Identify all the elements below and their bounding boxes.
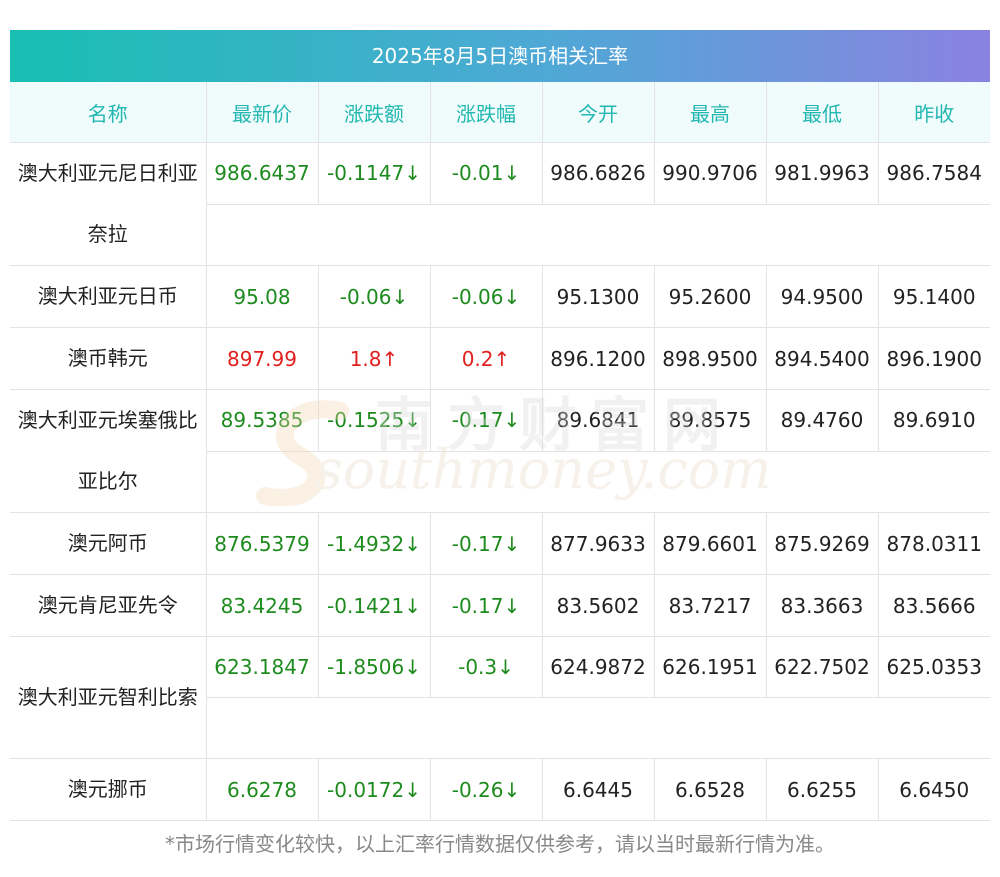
change-cell: -1.8506↓ [317,636,430,698]
latest-cell: 897.99 [205,327,318,390]
table-header-row: 名称 最新价 涨跌额 涨跌幅 今开 最高 最低 昨收 [10,82,990,143]
row-continuation-spacer [205,451,990,513]
page-title: 2025年8月5日澳币相关汇率 [10,30,990,82]
table-row: 澳币韩元 897.99 1.8↑ 0.2↑ 896.1200 898.9500 894.54… [10,327,990,390]
prev-close-cell: 83.5666 [877,574,990,637]
currency-pair-name: 澳大利亚元埃塞俄比亚比尔 [10,389,206,513]
change-pct-cell: 0.2↑ [429,327,542,390]
high-cell: 89.8575 [653,389,766,452]
prev-close-cell: 95.1400 [877,265,990,328]
header-open: 今开 [541,82,654,143]
change-cell: -0.1525↓ [317,389,430,452]
footnote: *市场行情变化较快，以上汇率行情数据仅供参考，请以当时最新行情为准。 [165,832,835,856]
row-continuation-spacer [205,204,990,266]
table-body: 澳大利亚元尼日利亚奈拉 986.6437 -0.1147↓ -0.01↓ 986.682… [10,142,990,821]
high-cell: 898.9500 [653,327,766,390]
high-cell: 6.6528 [653,758,766,821]
low-cell: 894.5400 [765,327,878,390]
currency-pair-name: 澳币韩元 [10,327,206,390]
latest-cell: 623.1847 [205,636,318,698]
open-cell: 624.9872 [541,636,654,698]
currency-pair-name: 澳元阿币 [10,512,206,575]
table-row: 澳元阿币 876.5379 -1.4932↓ -0.17↓ 877.9633 879.66… [10,512,990,575]
open-cell: 83.5602 [541,574,654,637]
change-pct-cell: -0.01↓ [429,142,542,205]
currency-pair-name: 澳元挪币 [10,758,206,821]
change-pct-cell: -0.17↓ [429,389,542,452]
table-row: 澳大利亚元智利比索 623.1847 -1.8506↓ -0.3↓ 624.9872 62… [10,636,990,759]
low-cell: 875.9269 [765,512,878,575]
change-cell: -0.06↓ [317,265,430,328]
header-name: 名称 [10,82,206,143]
open-cell: 95.1300 [541,265,654,328]
change-pct-cell: -0.26↓ [429,758,542,821]
currency-pair-name: 澳大利亚元日币 [10,265,206,328]
high-cell: 879.6601 [653,512,766,575]
change-cell: -0.0172↓ [317,758,430,821]
prev-close-cell: 986.7584 [877,142,990,205]
low-cell: 622.7502 [765,636,878,698]
high-cell: 626.1951 [653,636,766,698]
table-row: 澳大利亚元尼日利亚奈拉 986.6437 -0.1147↓ -0.01↓ 986.682… [10,142,990,266]
change-pct-cell: -0.06↓ [429,265,542,328]
change-pct-cell: -0.3↓ [429,636,542,698]
open-cell: 89.6841 [541,389,654,452]
change-cell: 1.8↑ [317,327,430,390]
low-cell: 981.9963 [765,142,878,205]
prev-close-cell: 896.1900 [877,327,990,390]
low-cell: 89.4760 [765,389,878,452]
currency-pair-name: 澳大利亚元智利比索 [10,636,206,759]
high-cell: 95.2600 [653,265,766,328]
table-row: 澳大利亚元日币 95.08 -0.06↓ -0.06↓ 95.1300 95.2600 94… [10,265,990,328]
latest-cell: 876.5379 [205,512,318,575]
table-row-continuation [10,697,990,759]
table-row-continuation [10,451,990,513]
latest-cell: 83.4245 [205,574,318,637]
row-continuation-spacer [205,697,990,759]
open-cell: 896.1200 [541,327,654,390]
header-change-pct: 涨跌幅 [429,82,542,143]
latest-cell: 89.5385 [205,389,318,452]
prev-close-cell: 6.6450 [877,758,990,821]
exchange-rate-table: 名称 最新价 涨跌额 涨跌幅 今开 最高 最低 昨收 澳大利亚元尼日利亚奈拉 98… [10,82,990,821]
latest-cell: 6.6278 [205,758,318,821]
change-pct-cell: -0.17↓ [429,574,542,637]
prev-close-cell: 89.6910 [877,389,990,452]
change-cell: -0.1147↓ [317,142,430,205]
latest-cell: 95.08 [205,265,318,328]
currency-pair-name: 澳元肯尼亚先令 [10,574,206,637]
low-cell: 83.3663 [765,574,878,637]
table-row: 澳元挪币 6.6278 -0.0172↓ -0.26↓ 6.6445 6.6528 6.62… [10,758,990,821]
header-change: 涨跌额 [317,82,430,143]
currency-pair-name: 澳大利亚元尼日利亚奈拉 [10,142,206,266]
table-row: 澳元肯尼亚先令 83.4245 -0.1421↓ -0.17↓ 83.5602 83.72… [10,574,990,637]
header-prev-close: 昨收 [877,82,990,143]
open-cell: 6.6445 [541,758,654,821]
table-row-continuation [10,204,990,266]
change-pct-cell: -0.17↓ [429,512,542,575]
header-latest: 最新价 [205,82,318,143]
header-low: 最低 [765,82,878,143]
high-cell: 990.9706 [653,142,766,205]
latest-cell: 986.6437 [205,142,318,205]
open-cell: 877.9633 [541,512,654,575]
open-cell: 986.6826 [541,142,654,205]
low-cell: 6.6255 [765,758,878,821]
header-high: 最高 [653,82,766,143]
low-cell: 94.9500 [765,265,878,328]
high-cell: 83.7217 [653,574,766,637]
change-cell: -1.4932↓ [317,512,430,575]
prev-close-cell: 625.0353 [877,636,990,698]
prev-close-cell: 878.0311 [877,512,990,575]
change-cell: -0.1421↓ [317,574,430,637]
table-row: 澳大利亚元埃塞俄比亚比尔 89.5385 -0.1525↓ -0.17↓ 89.6841… [10,389,990,513]
